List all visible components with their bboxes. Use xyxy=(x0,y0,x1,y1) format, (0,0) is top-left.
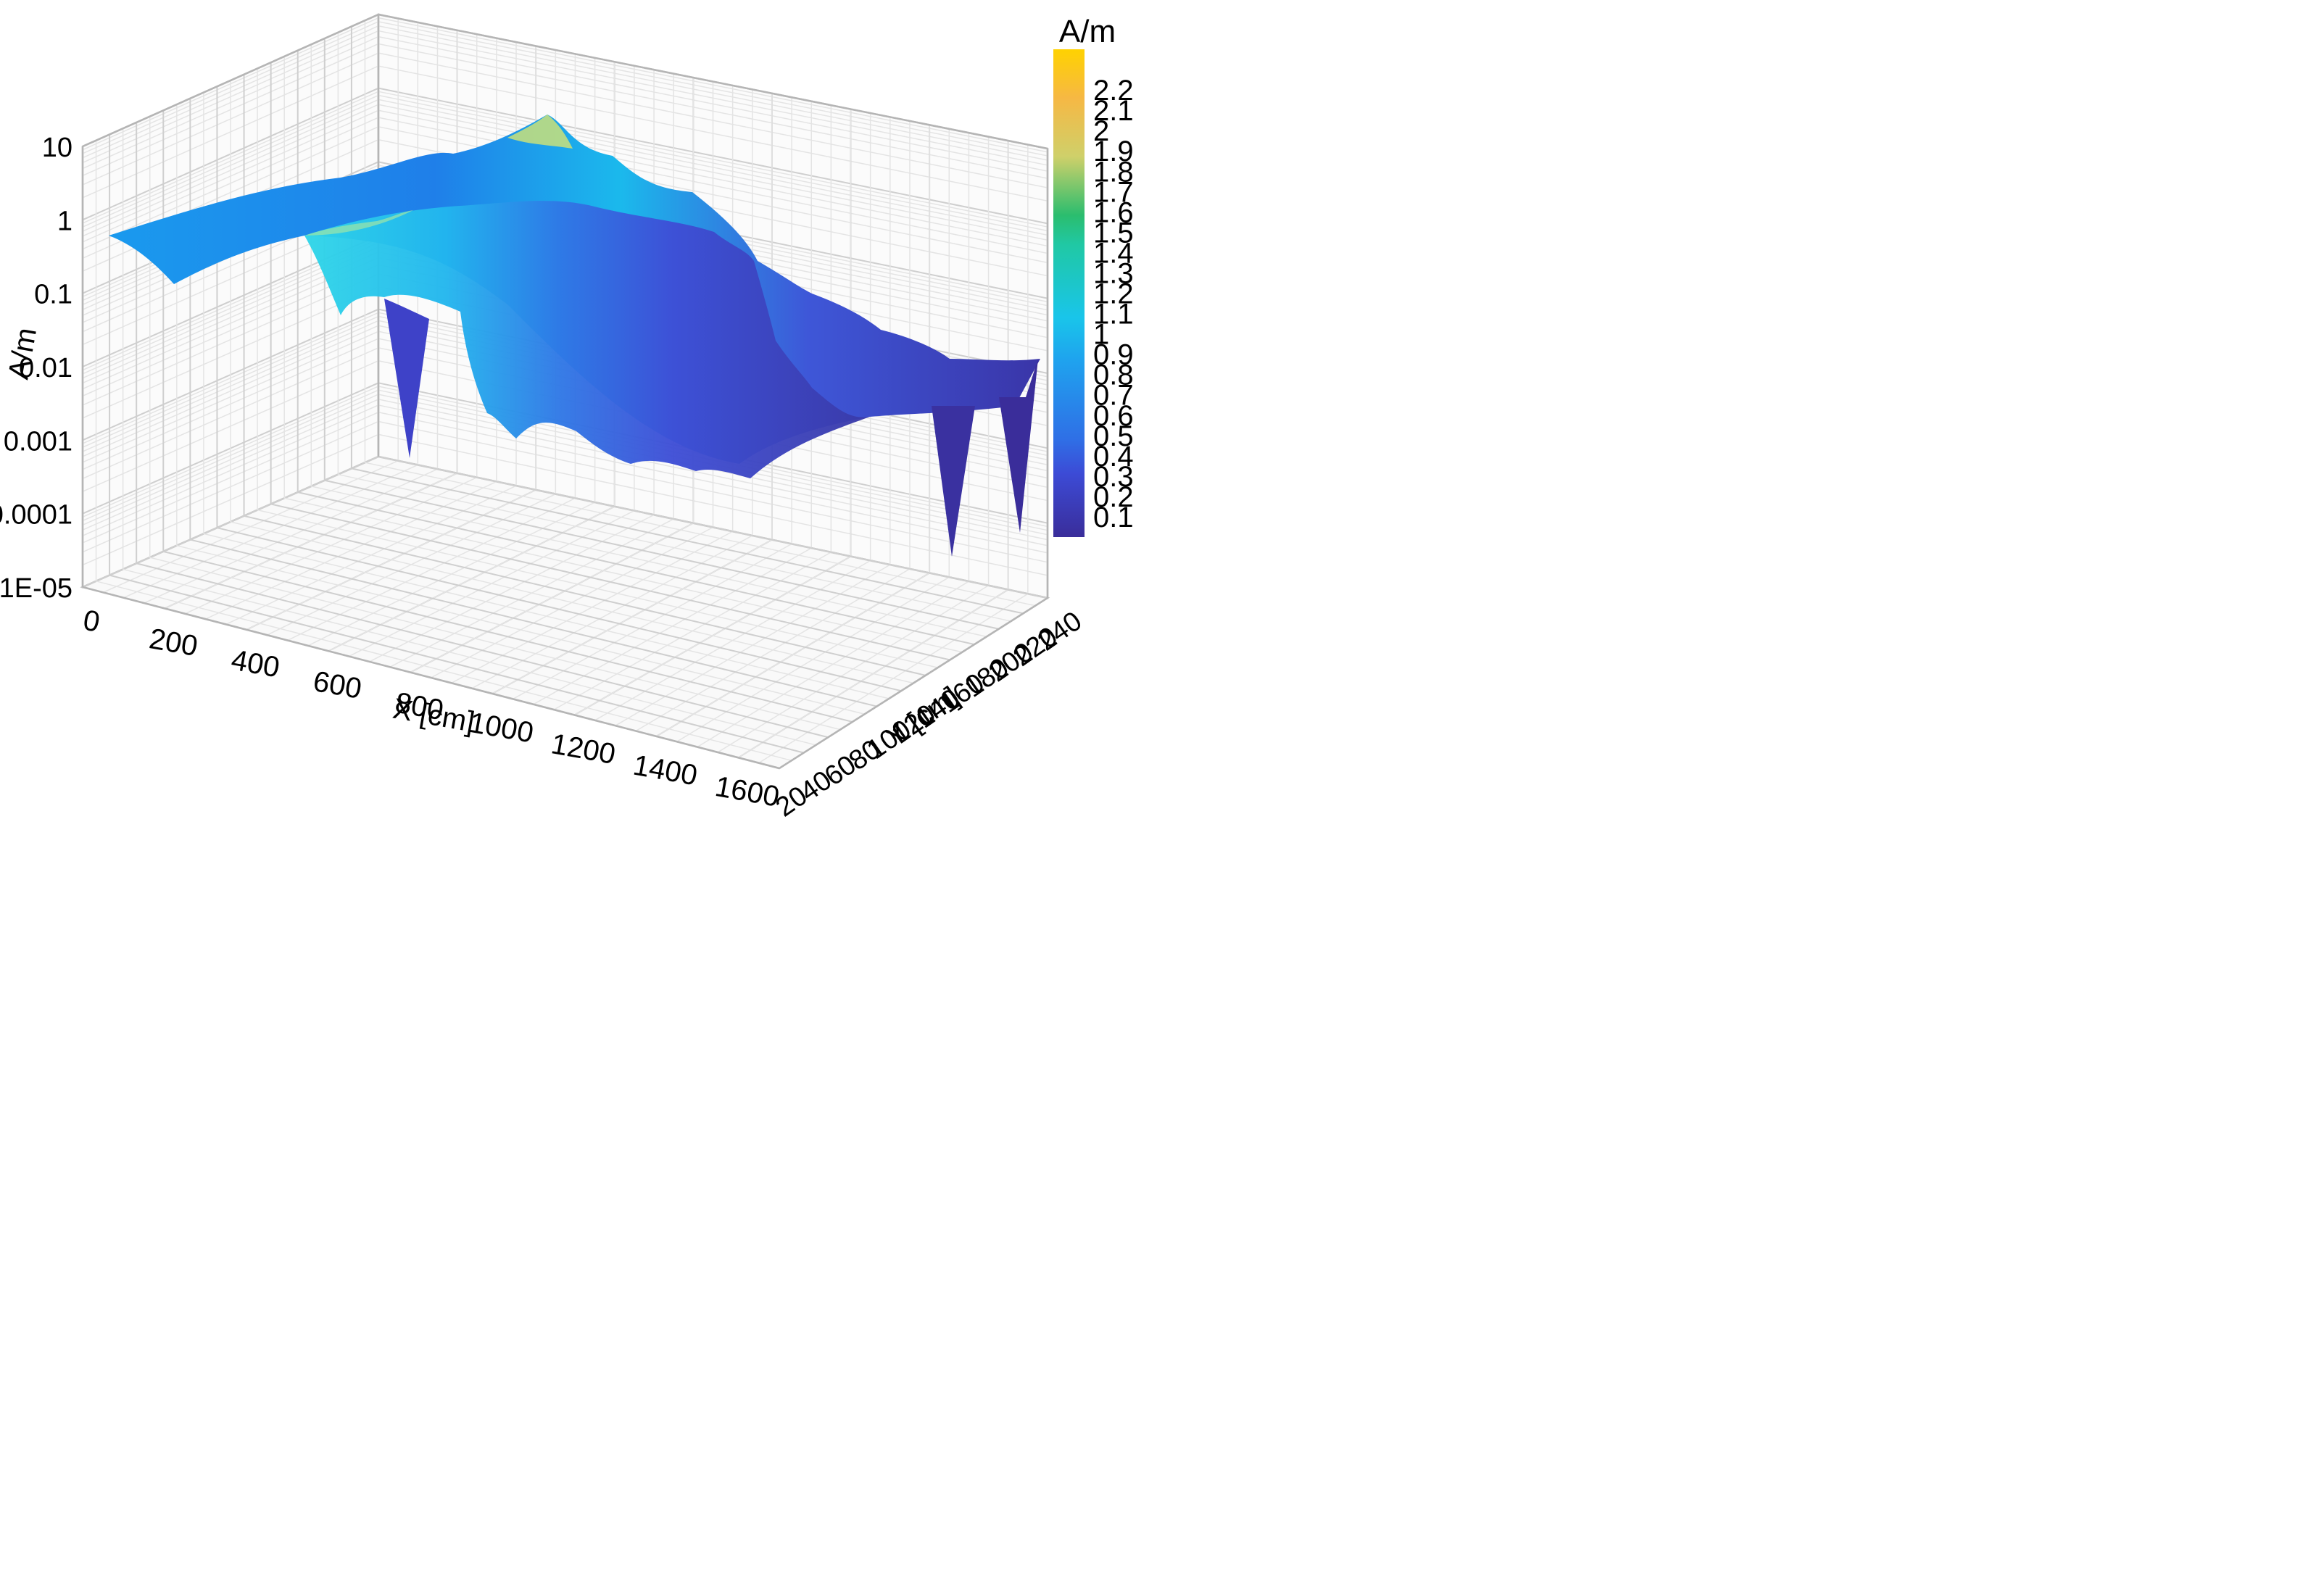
grid-line xyxy=(270,503,950,661)
axis-edge xyxy=(378,13,1048,150)
grid-line xyxy=(136,562,829,739)
surface-peak-crest xyxy=(507,115,573,149)
z-tick-label: 1 xyxy=(57,206,72,236)
colorbar-tick-label: 1 xyxy=(1093,319,1109,351)
colorbar-tick-label: 0.8 xyxy=(1093,359,1134,391)
z-tick-label: 0.001 xyxy=(4,426,72,457)
colorbar-tick-label: 1.2 xyxy=(1093,278,1134,310)
grid-line xyxy=(149,557,841,731)
colorbar-tick-label: 1.6 xyxy=(1093,196,1134,228)
surface-dip-far-right-2 xyxy=(999,359,1038,533)
colorbar-tick-label: 2.2 xyxy=(1093,75,1134,107)
colorbar: A/m 0.10.20.30.40.50.60.70.80.911.11.21.… xyxy=(1053,14,1134,537)
z-tick-label: 0.01 xyxy=(19,353,72,383)
axis-edge xyxy=(82,586,780,770)
grid-line xyxy=(338,473,1011,622)
colorbar-tick-label: 0.5 xyxy=(1093,420,1134,452)
grid-line xyxy=(203,533,889,699)
colorbar-tick-label: 0.7 xyxy=(1093,380,1134,412)
grid-line xyxy=(217,527,902,692)
axis-edge xyxy=(779,597,1048,770)
colorbar-tick-label: 2 xyxy=(1093,115,1109,147)
z-tick-label: 1E-05 xyxy=(0,573,72,604)
grid-line xyxy=(244,515,926,676)
grid-line xyxy=(163,550,853,723)
x-tick-label: 1600 xyxy=(713,770,781,813)
colorbar-tick-label: 0.9 xyxy=(1093,339,1134,371)
x-tick-label: 600 xyxy=(311,665,364,705)
grid-line xyxy=(123,568,816,746)
colorbar-tick-label: 0.6 xyxy=(1093,400,1134,432)
grid-line xyxy=(284,497,963,653)
grid-line xyxy=(96,581,792,762)
x-tick-label: 1400 xyxy=(631,749,700,792)
colorbar-tick-label: 1.5 xyxy=(1093,217,1134,249)
colorbar-tick-label: 1.4 xyxy=(1093,237,1134,269)
x-tick-label: 1000 xyxy=(467,707,536,749)
x-tick-label: 200 xyxy=(147,623,200,662)
grid-line xyxy=(109,574,804,754)
surface-near-band xyxy=(304,201,870,478)
grid-line xyxy=(365,462,1036,607)
surface xyxy=(109,115,1040,557)
colorbar-gradient xyxy=(1053,49,1085,537)
surface-dip-far-right-1 xyxy=(932,406,975,557)
grid-line xyxy=(297,491,975,646)
z-tick-label: 0.1 xyxy=(34,280,72,310)
grid-line xyxy=(351,467,1024,615)
colorbar-tick-label: 1.7 xyxy=(1093,176,1134,208)
colorbar-tick-label: 0.3 xyxy=(1093,461,1134,493)
grid-line xyxy=(324,479,999,630)
grid-line xyxy=(257,509,938,668)
surface-dip-x700 xyxy=(384,299,429,458)
z-tick-label: 0.0001 xyxy=(0,500,72,531)
colorbar-tick-label: 1.3 xyxy=(1093,257,1134,289)
colorbar-tick-label: 0.2 xyxy=(1093,481,1134,513)
grid-line xyxy=(378,456,1048,599)
axis-edge xyxy=(82,13,379,148)
x-tick-label: 400 xyxy=(229,644,282,684)
surface-front-crest xyxy=(304,210,413,236)
colorbar-tick-label: 1.8 xyxy=(1093,156,1134,188)
grid-line xyxy=(311,486,987,638)
colorbar-tick-label: 0.4 xyxy=(1093,441,1134,473)
colorbar-tick-label: 2.1 xyxy=(1093,95,1134,127)
x-tick-label: 0 xyxy=(80,604,102,639)
colorbar-ticks: 0.10.20.30.40.50.60.70.80.911.11.21.31.4… xyxy=(1093,75,1134,533)
grid-line xyxy=(190,539,877,707)
colorbar-tick-label: 1.9 xyxy=(1093,136,1134,167)
colorbar-tick-label: 0.1 xyxy=(1093,502,1134,533)
colorbar-tick-label: 1.1 xyxy=(1093,299,1134,331)
colorbar-title: A/m xyxy=(1059,14,1116,49)
x-tick-label: 1200 xyxy=(549,728,618,770)
x-axis-label: X [cm] xyxy=(391,693,477,739)
z-tick-label: 10 xyxy=(42,133,72,163)
z-axis-ticks: 1E-05 0.0001 0.001 0.01 0.1 1 10 xyxy=(0,133,72,604)
grid-line xyxy=(230,521,914,684)
grid-line xyxy=(176,544,865,715)
